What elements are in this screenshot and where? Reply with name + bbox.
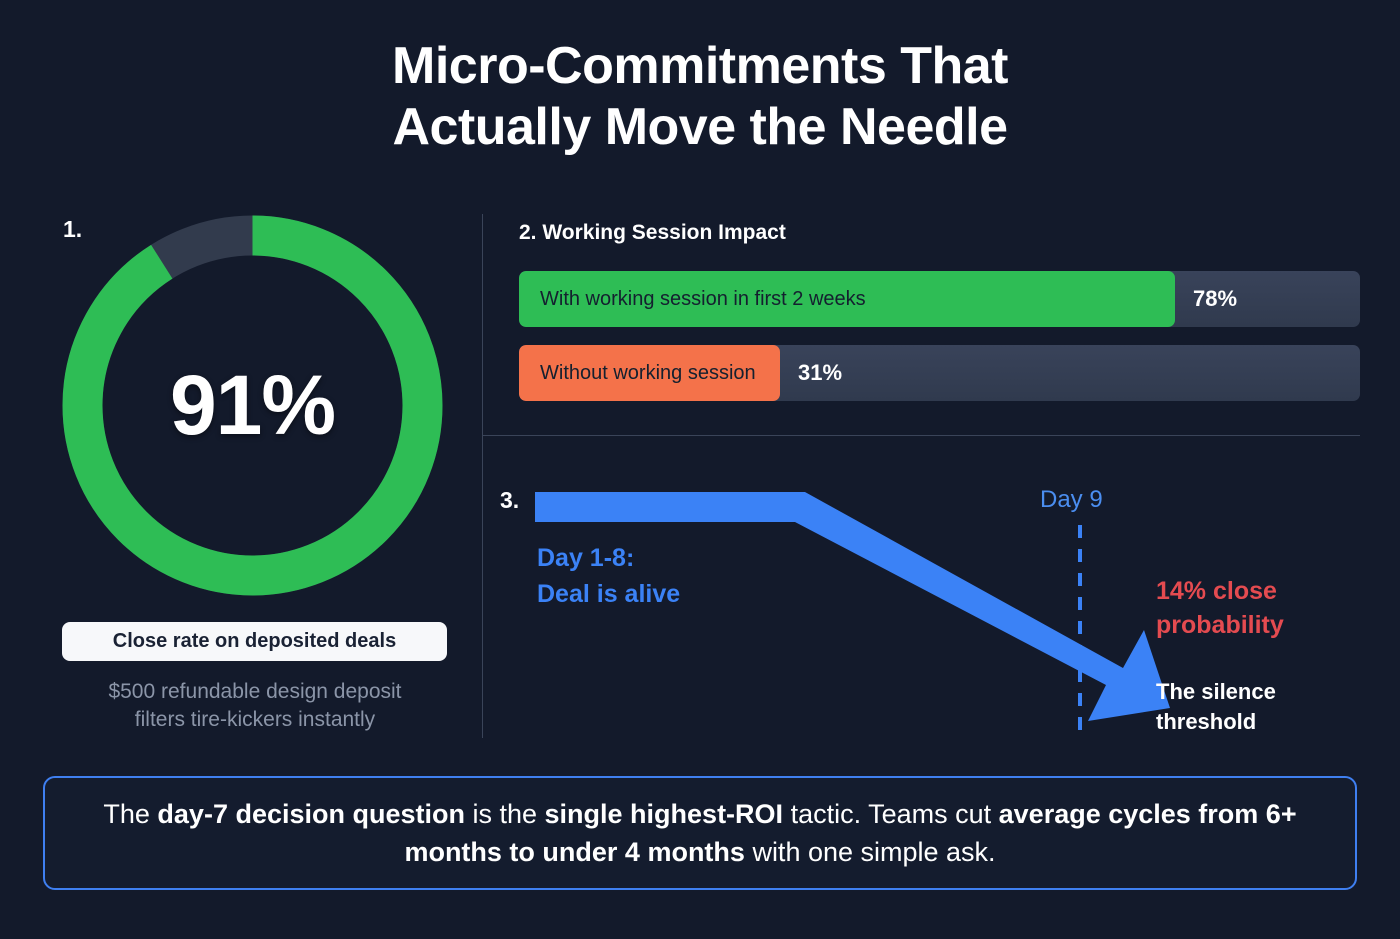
label-silence-threshold: The silence threshold (1156, 679, 1276, 734)
deposit-caption-line-2: filters tire-kickers instantly (134, 707, 376, 731)
title-line-1: Micro-Commitments That (392, 37, 1008, 95)
step-number-1: 1. (63, 216, 83, 242)
callout-part-4: with one simple ask. (744, 837, 996, 867)
decay-arrow-shape (535, 492, 1170, 721)
table-row: With working session in first 2 weeks 78… (519, 271, 1360, 327)
bar-value-without-session: 31% (798, 360, 843, 385)
callout-part-1: The (103, 798, 158, 829)
label-close-probability: 14% close probability (1156, 577, 1284, 639)
working-session-heading: 2. Working Session Impact (519, 221, 786, 244)
donut-svg (62, 215, 443, 596)
title-line-2: Actually Move the Needle (392, 97, 1008, 156)
summary-callout-text: The day-7 decision question is the singl… (79, 795, 1321, 872)
close-rate-pill-label: Close rate on deposited deals (112, 630, 397, 652)
donut-center-value: 91% (169, 358, 336, 452)
label-day-1-8: Day 1-8: Deal is alive (537, 544, 681, 608)
callout-bold-2: single highest-ROI (544, 798, 784, 829)
vertical-divider (482, 214, 483, 738)
donut-chart: 91% (62, 215, 443, 596)
bar-label-with-session: With working session in first 2 weeks (540, 287, 866, 310)
callout-part-3: tactic. Teams cut (783, 798, 999, 829)
page-title: Micro-Commitments That Actually Move the… (0, 36, 1400, 158)
horizontal-divider (483, 435, 1360, 436)
summary-callout: The day-7 decision question is the singl… (43, 776, 1357, 890)
callout-bold-1: day-7 decision question (157, 798, 465, 829)
bar-fill-with-session: With working session in first 2 weeks (519, 271, 1175, 327)
deposit-caption: $500 refundable design deposit filters t… (40, 678, 470, 733)
donut-value-arc (62, 215, 443, 596)
close-rate-pill: Close rate on deposited deals (62, 622, 447, 661)
decay-arrow-svg (535, 492, 1170, 737)
bar-fill-without-session: Without working session (519, 345, 780, 401)
label-day-9: Day 9 (1040, 486, 1103, 513)
callout-bold-3: average cycles from 6+ months to under 4… (404, 798, 1297, 867)
bar-label-without-session: Without working session (540, 361, 756, 384)
decay-arrow-diagram (482, 440, 1362, 740)
bar-value-with-session: 78% (1193, 286, 1238, 311)
deposit-caption-line-1: $500 refundable design deposit (108, 680, 402, 703)
step-number-3: 3. (500, 487, 520, 513)
table-row: Without working session 31% (519, 345, 1360, 401)
callout-part-2: is the (464, 798, 545, 829)
